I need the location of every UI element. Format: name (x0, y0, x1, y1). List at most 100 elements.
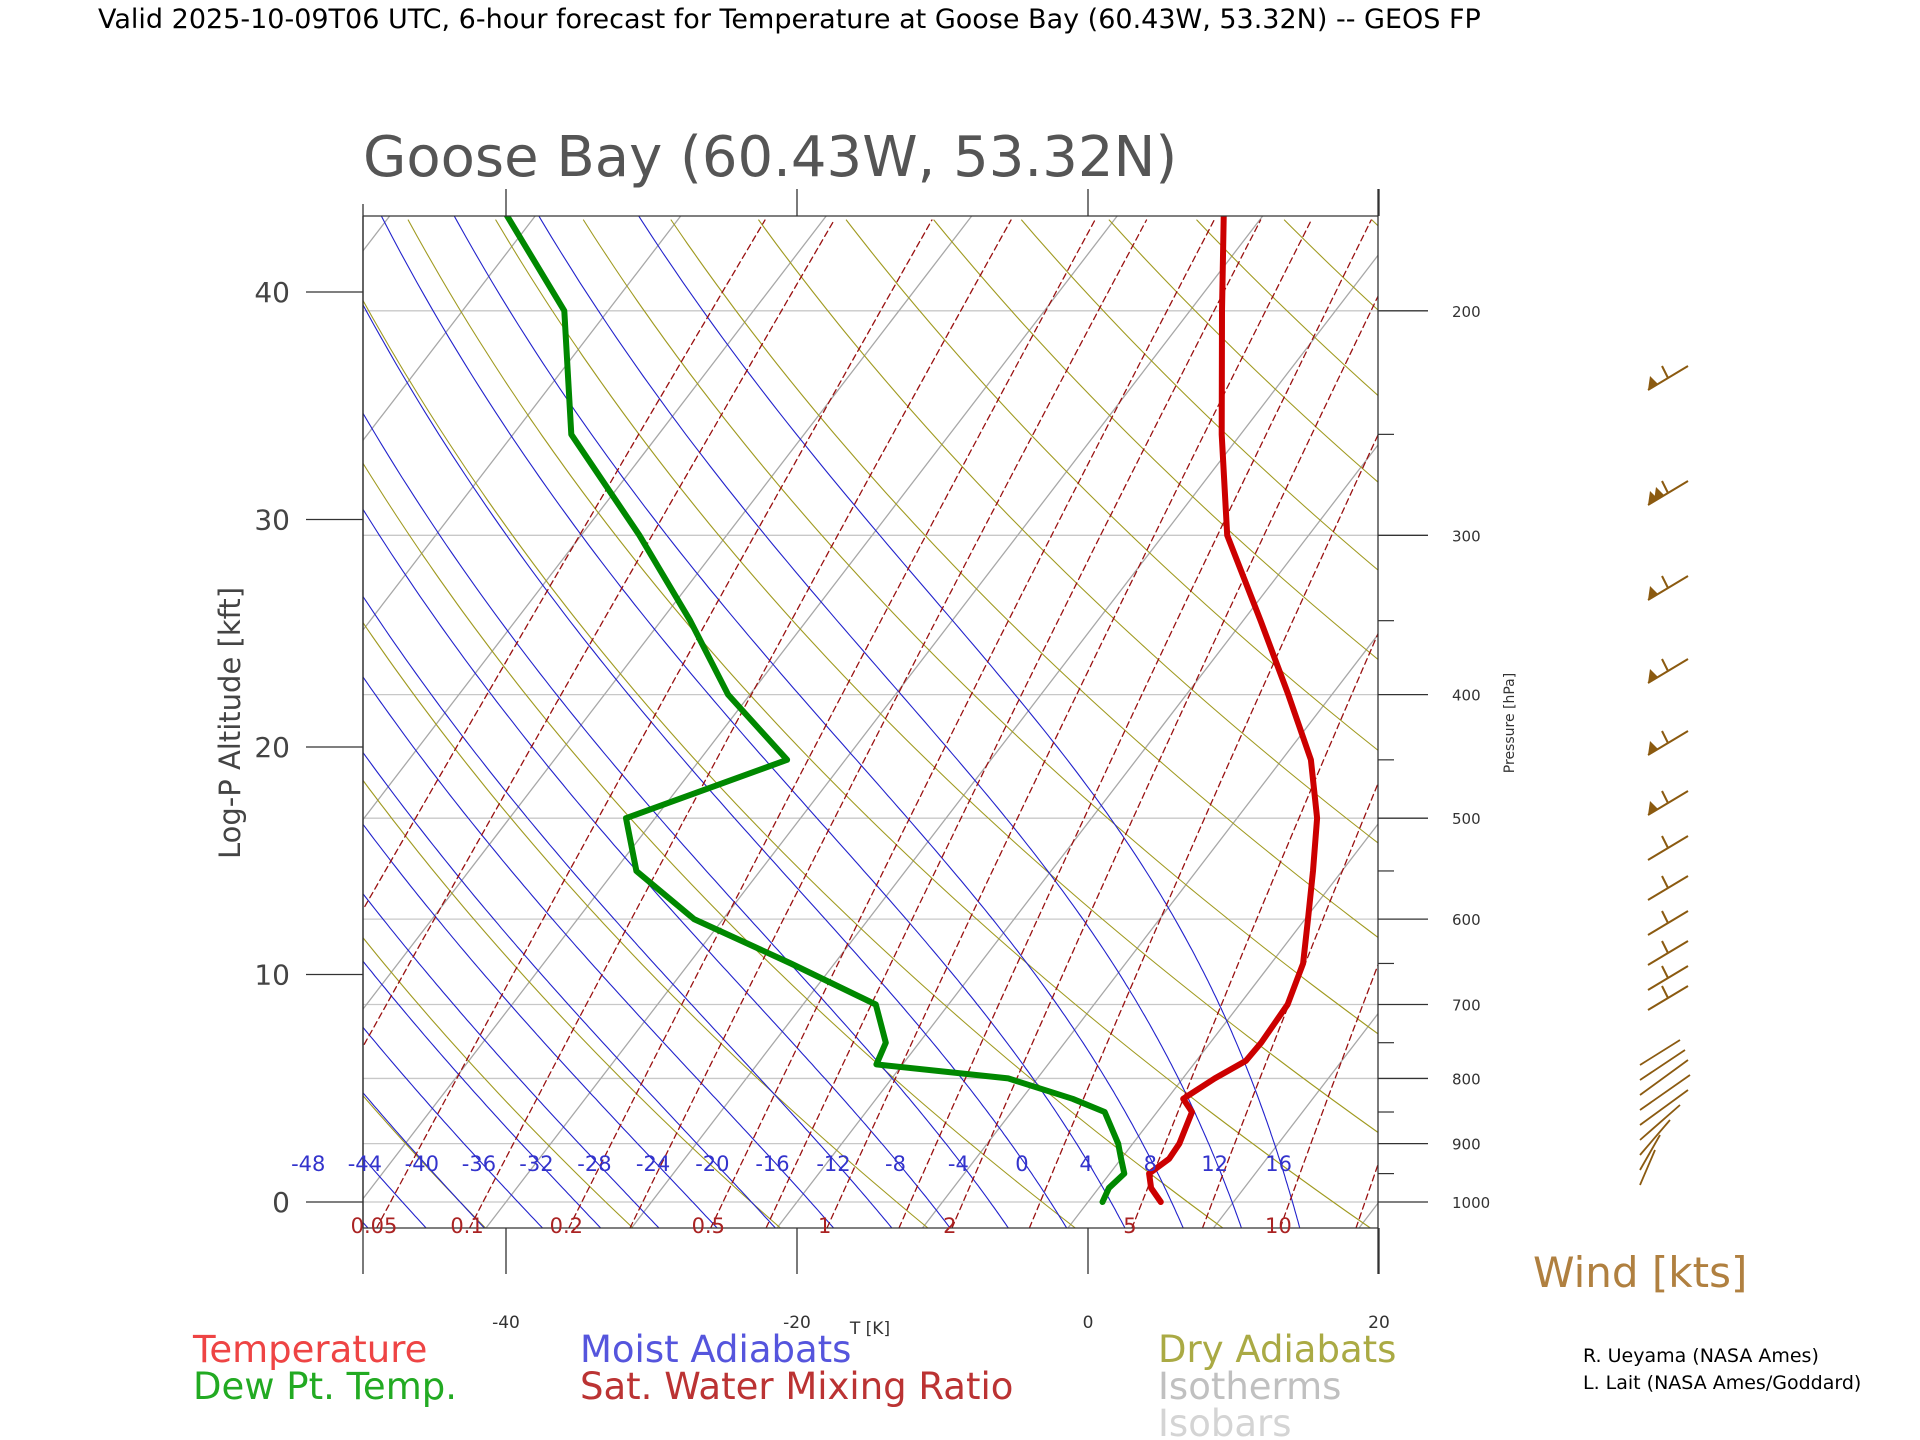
dry-adiabat-line (758, 219, 1378, 844)
isotherm-line (921, 633, 1378, 1228)
mixing-ratio-line (1520, 220, 1878, 1228)
wind-barb (1639, 1134, 1661, 1171)
mixing-ratio-line (710, 219, 1215, 1228)
alt-tick-label: 0 (272, 1186, 290, 1219)
pressure-tick-label: 600 (1452, 911, 1481, 929)
mixing-ratio-label: 10 (1265, 1214, 1292, 1238)
moist-adiabat-label: 8 (1144, 1152, 1157, 1176)
mixing-ratio-line (1279, 963, 1378, 1228)
wind-barb (1639, 1119, 1671, 1156)
wind-barbs (1639, 365, 1691, 1186)
pressure-tick-label: 800 (1452, 1070, 1481, 1088)
wind-barb-tick (1661, 658, 1669, 672)
isotherm-line (363, 216, 827, 821)
temperature-line (1146, 216, 1321, 1205)
legend-moist-adiabats: Moist Adiabats (580, 1328, 851, 1371)
mixing-ratio-line (629, 219, 1148, 1228)
mixing-ratio-line (826, 219, 1312, 1228)
dry-adiabat-line (1108, 219, 1378, 483)
legend-dry-adiabats: Dry Adiabats (1158, 1328, 1396, 1371)
mixing-ratio-line (951, 294, 1378, 1228)
moist-adiabat-label: -24 (636, 1152, 670, 1176)
moist-adiabat-label: -20 (695, 1152, 729, 1176)
moist-adiabat-label: -16 (755, 1152, 789, 1176)
mixing-ratio-line (898, 219, 1372, 1228)
isotherm-line (363, 216, 973, 1011)
isotherm-line (363, 216, 536, 442)
isotherm-line (1650, 216, 1920, 1228)
moist-adiabat-line (453, 216, 1184, 1228)
pressure-tick-label: 300 (1452, 527, 1481, 545)
moist-adiabat-label: -36 (462, 1152, 496, 1176)
isotherm-line (1358, 1202, 1378, 1228)
mixing-ratio-line (1201, 781, 1378, 1228)
moist-adiabat-label: -44 (348, 1152, 382, 1176)
moist-adiabat-line (363, 892, 660, 1228)
wind-barb-tick (1661, 985, 1669, 999)
mixing-ratio-label: 1 (818, 1214, 831, 1238)
moist-adiabat-label: -40 (405, 1152, 439, 1176)
mixing-ratio-line (363, 219, 835, 1048)
dry-adiabat-line (363, 936, 634, 1228)
dry-adiabat-line (1547, 220, 1920, 1228)
wind-barb-tick (1661, 365, 1669, 379)
moist-adiabat-label: -4 (948, 1152, 969, 1176)
wind-barb-tick (1661, 875, 1669, 889)
wind-barb (1639, 1049, 1686, 1081)
moist-adiabat-label: -12 (816, 1152, 850, 1176)
wind-barb-flag (1654, 487, 1664, 501)
x-tick-label: 20 (1368, 1313, 1390, 1333)
dry-adiabat-line (363, 779, 781, 1228)
wind-barb-flag (1648, 669, 1658, 683)
profiles (503, 216, 1321, 1205)
moist-adiabat-label: 4 (1079, 1152, 1092, 1176)
x-tick-label: -20 (783, 1313, 811, 1333)
dry-adiabat-line (363, 299, 1224, 1228)
mixing-ratio-line (765, 219, 1262, 1228)
mixing-ratio-line (568, 219, 1096, 1228)
x-axis-label: T [K] (849, 1319, 890, 1339)
mixing-ratio-label: 2 (943, 1214, 956, 1238)
wind-barb-flag (1648, 586, 1658, 600)
mixing-ratio-line (1028, 433, 1378, 1228)
dry-adiabat-line (1723, 220, 1920, 1228)
wind-barb (1639, 1089, 1689, 1126)
moist-adiabat-label: -28 (577, 1152, 611, 1176)
dry-adiabat-line (363, 621, 929, 1228)
axes: -40 -20 0 200102030401000900800700600500400… (254, 189, 1490, 1333)
moist-adiabat-label: -32 (519, 1152, 553, 1176)
moist-adiabat-label: 0 (1015, 1152, 1028, 1176)
wind-barb-flag (1648, 801, 1658, 815)
dry-adiabat-line (363, 462, 1076, 1228)
wind-barb-flag (1648, 491, 1658, 505)
moist-adiabat-line (638, 216, 1301, 1228)
moist-adiabat-line (380, 216, 1126, 1228)
dry-adiabat-line (1898, 220, 1920, 1228)
mixing-ratio-label: 0.05 (351, 1214, 398, 1238)
moist-adiabat-line (363, 412, 1010, 1228)
mixing-ratio-line (1131, 632, 1378, 1228)
dry-adiabat-line (407, 219, 1371, 1228)
dry-adiabat-line (670, 219, 1378, 939)
dry-adiabat-line (845, 219, 1378, 752)
dry-adiabat-line (933, 219, 1378, 661)
isotherm-line (1505, 216, 1920, 1228)
moist-adiabat-label: 16 (1265, 1152, 1292, 1176)
wind-barb (1639, 1039, 1681, 1066)
moist-adiabat-line (363, 1091, 486, 1228)
mixing-ratio-line (363, 219, 766, 911)
dry-adiabat-line (0, 220, 43, 1228)
dry-adiabat-line (1021, 219, 1378, 571)
isotherm-line (485, 216, 1264, 1228)
mixing-ratio-line (468, 219, 1012, 1228)
moist-adiabat-label: -8 (885, 1152, 906, 1176)
alt-tick-label: 10 (254, 959, 290, 992)
moist-adiabat-line (363, 1026, 544, 1228)
moist-adiabat-line (363, 508, 951, 1228)
moist-adiabat-line (363, 1221, 369, 1228)
isotherm-line (1067, 823, 1378, 1228)
x-tick-label: -40 (492, 1313, 520, 1333)
legend-temperature: Temperature (192, 1328, 427, 1371)
isotherm-line (630, 254, 1378, 1228)
legend-mixing-ratio: Sat. Water Mixing Ratio (580, 1365, 1013, 1408)
